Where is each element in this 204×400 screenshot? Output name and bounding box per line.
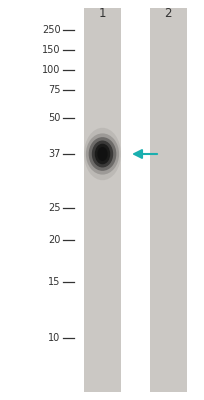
- Ellipse shape: [84, 128, 120, 180]
- Ellipse shape: [88, 137, 116, 171]
- Text: 37: 37: [48, 149, 60, 159]
- Text: 75: 75: [48, 85, 60, 95]
- Ellipse shape: [99, 150, 105, 158]
- Text: 20: 20: [48, 235, 60, 245]
- Ellipse shape: [85, 133, 119, 175]
- Bar: [84, 8, 120, 392]
- Text: 150: 150: [42, 45, 60, 55]
- Ellipse shape: [94, 144, 110, 164]
- Ellipse shape: [91, 140, 113, 168]
- Ellipse shape: [97, 147, 107, 161]
- Text: 1: 1: [98, 7, 106, 20]
- Text: 2: 2: [164, 7, 171, 20]
- Text: 50: 50: [48, 113, 60, 123]
- Text: 25: 25: [48, 203, 60, 213]
- Text: 250: 250: [42, 25, 60, 35]
- Text: 10: 10: [48, 333, 60, 343]
- Bar: [149, 8, 186, 392]
- Text: 15: 15: [48, 277, 60, 287]
- Text: 100: 100: [42, 65, 60, 75]
